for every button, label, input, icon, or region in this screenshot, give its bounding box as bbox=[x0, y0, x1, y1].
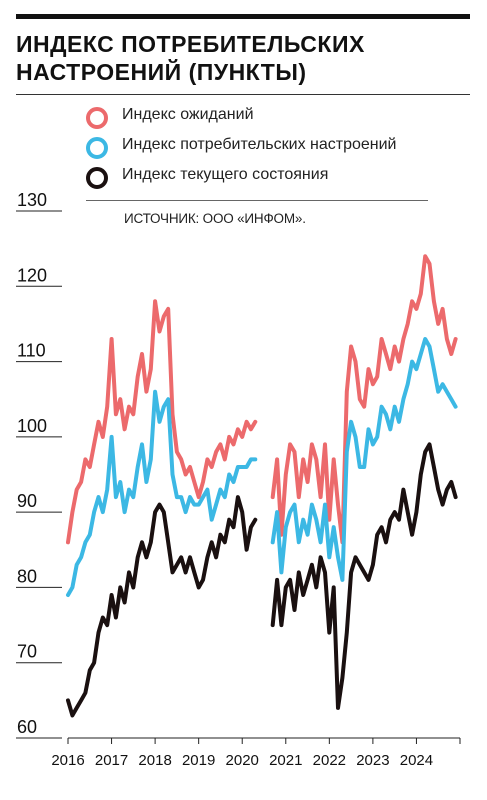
y-tick-label-110: 110 bbox=[17, 341, 46, 361]
legend-label-sentiment: Индекс потребительских настроений bbox=[122, 136, 397, 153]
y-tick-label-130: 130 bbox=[17, 190, 47, 210]
x-tick-label-2024: 2024 bbox=[400, 752, 433, 769]
y-tick-label-90: 90 bbox=[17, 491, 37, 511]
x-tick-label-2016: 2016 bbox=[51, 752, 84, 769]
x-tick-label-2023: 2023 bbox=[356, 752, 389, 769]
chart-title-line-2: НАСТРОЕНИЙ (ПУНКТЫ) bbox=[16, 59, 307, 85]
y-tick-label-60: 60 bbox=[17, 717, 37, 737]
legend-rule bbox=[86, 200, 428, 201]
legend-marker-sentiment bbox=[86, 137, 108, 159]
series-line-1 bbox=[66, 337, 458, 597]
y-tick-label-100: 100 bbox=[17, 416, 47, 436]
legend-label-current: Индекс текущего состояния bbox=[122, 166, 329, 183]
y-tick-label-120: 120 bbox=[17, 265, 47, 285]
chart-title: ИНДЕКС ПОТРЕБИТЕЛЬСКИХ НАСТРОЕНИЙ (ПУНКТ… bbox=[16, 30, 470, 86]
series-line-0 bbox=[66, 254, 458, 545]
x-tick-label-2019: 2019 bbox=[182, 752, 215, 769]
series-line-2 bbox=[66, 442, 458, 718]
top-rule bbox=[16, 14, 470, 19]
x-tick-label-2021: 2021 bbox=[269, 752, 302, 769]
source-note: ИСТОЧНИК: ООО «ИНФОМ». bbox=[124, 211, 306, 226]
x-tick-label-2020: 2020 bbox=[226, 752, 259, 769]
x-tick-label-2022: 2022 bbox=[313, 752, 346, 769]
x-tick-label-2017: 2017 bbox=[95, 752, 128, 769]
legend-label-expectations: Индекс ожиданий bbox=[122, 106, 254, 123]
chart-title-line-1: ИНДЕКС ПОТРЕБИТЕЛЬСКИХ bbox=[16, 31, 365, 57]
y-tick-label-70: 70 bbox=[17, 642, 37, 662]
y-tick-label-80: 80 bbox=[17, 566, 37, 586]
title-rule bbox=[16, 94, 470, 95]
x-tick-label-2018: 2018 bbox=[138, 752, 171, 769]
legend-marker-current bbox=[86, 167, 108, 189]
legend-marker-expectations bbox=[86, 107, 108, 129]
